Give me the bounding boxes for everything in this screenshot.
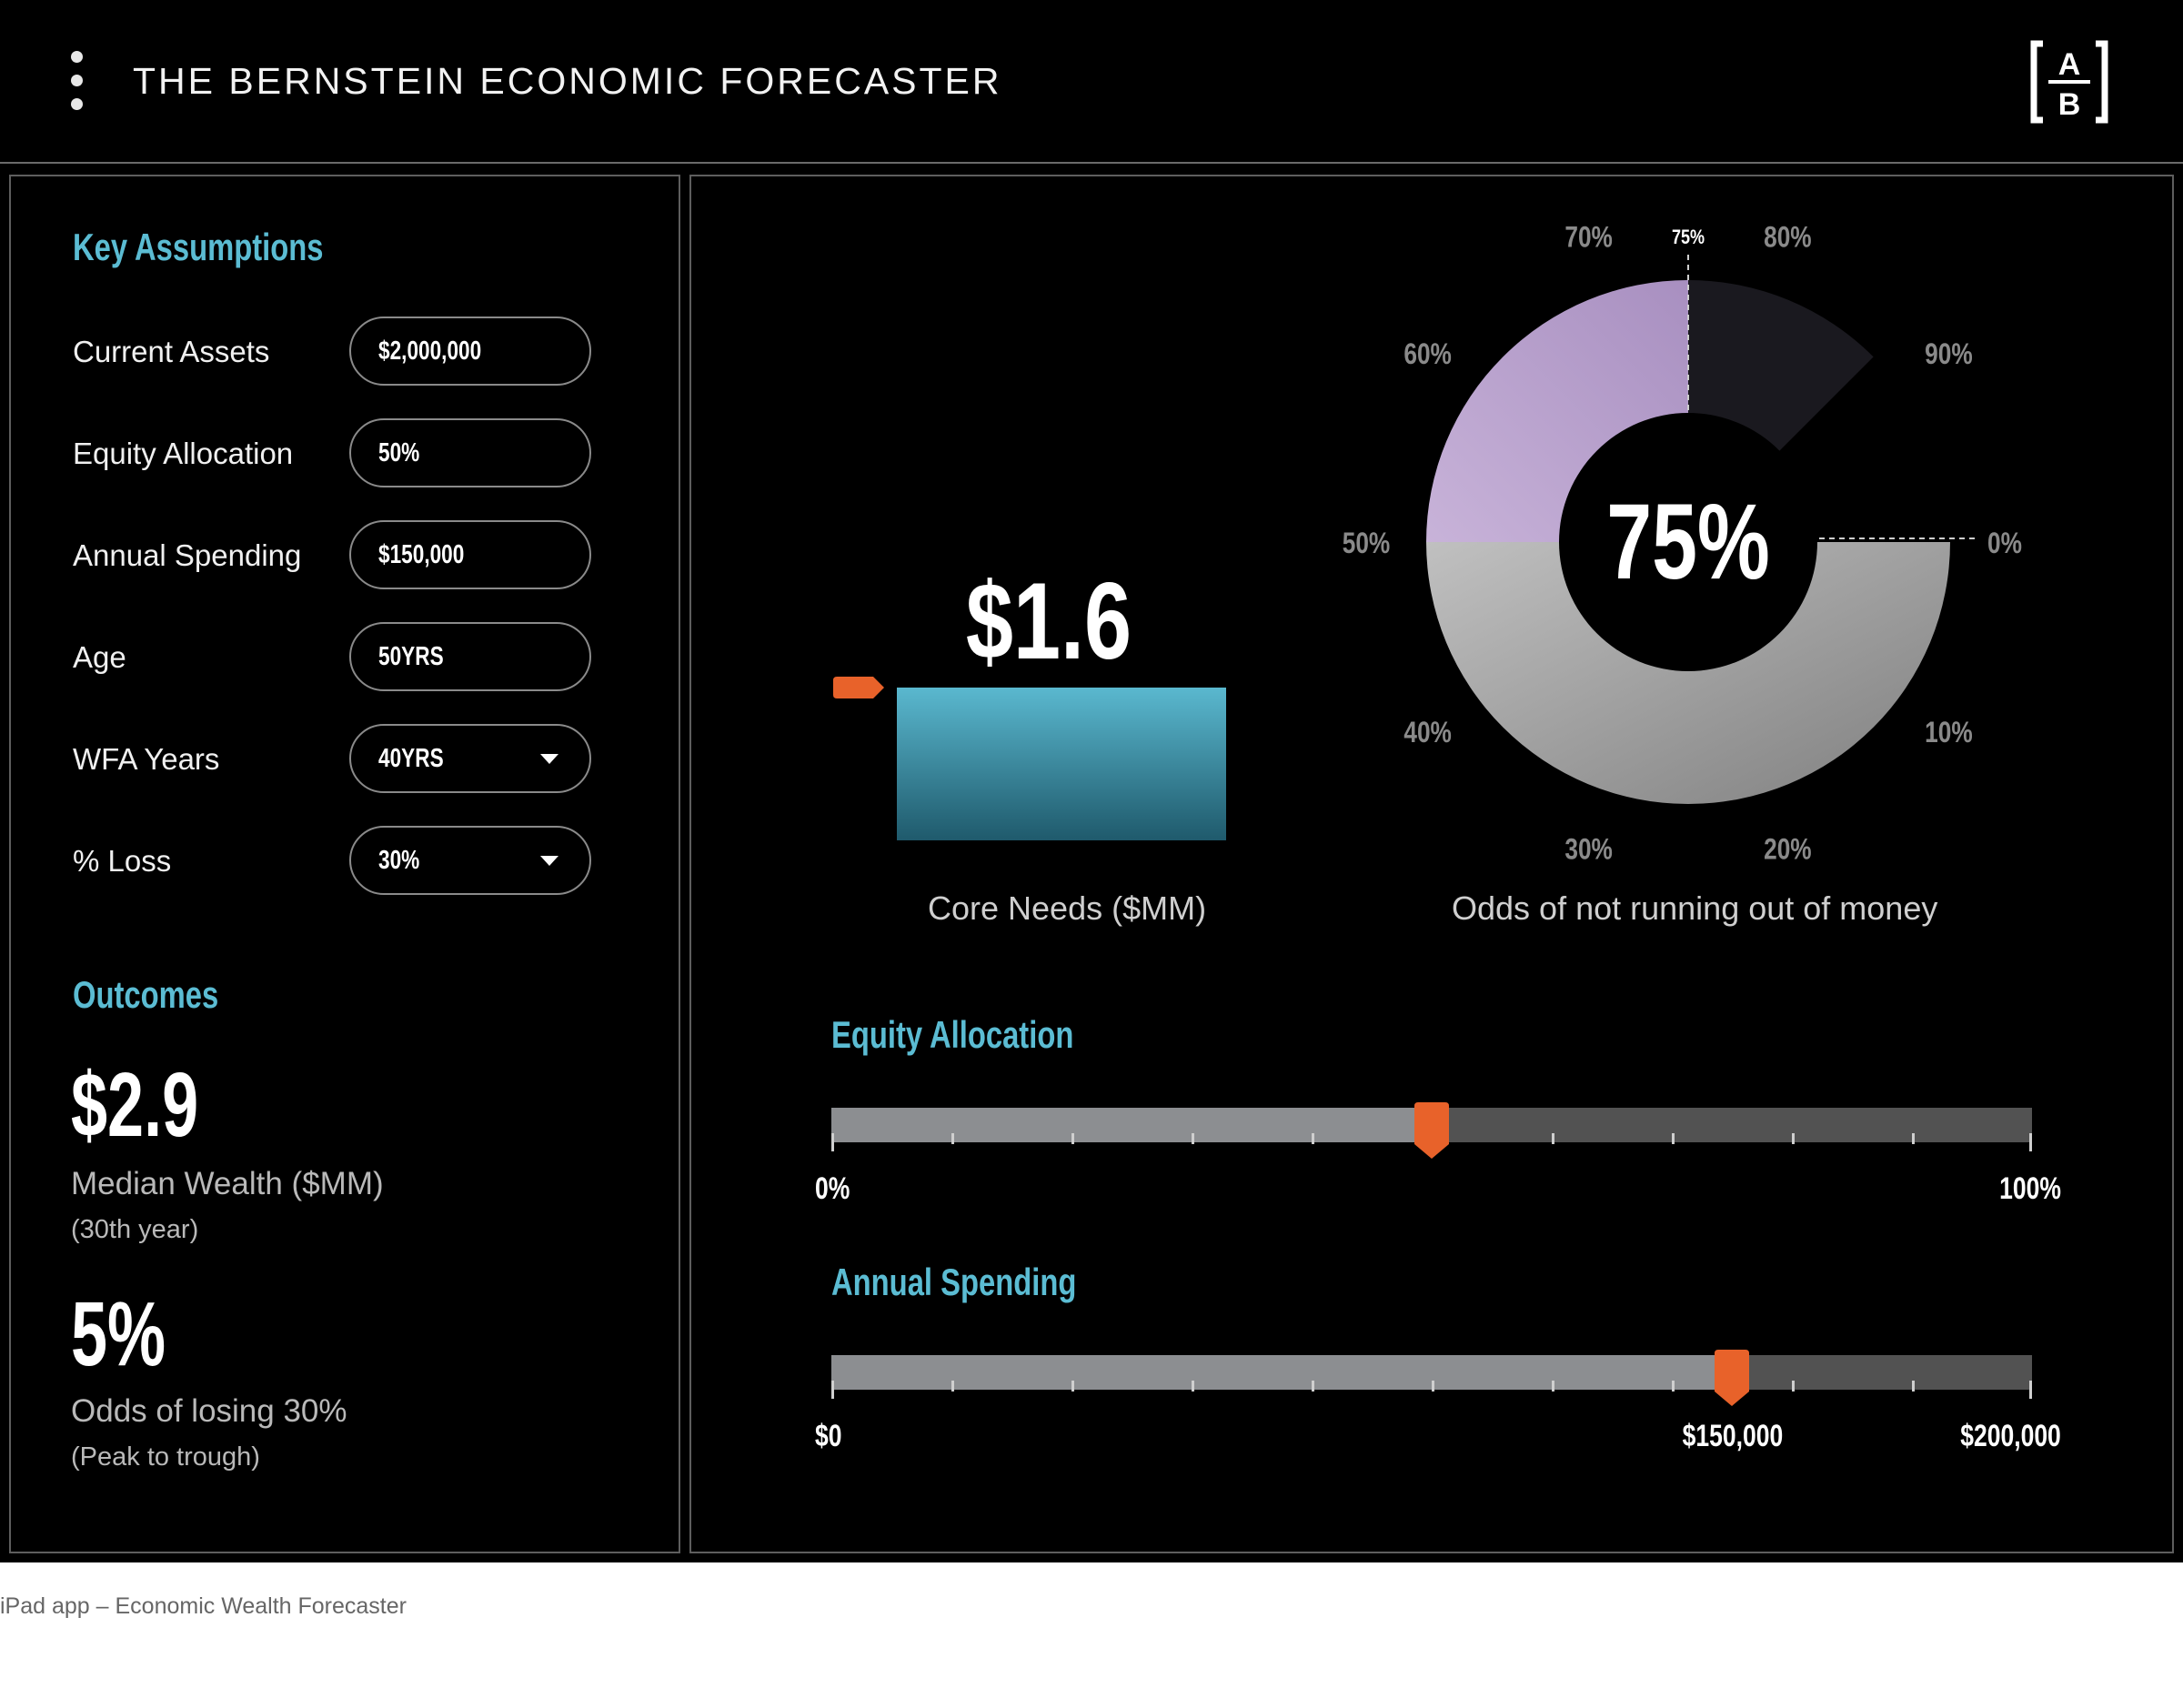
equity-max-label: 100% [1999, 1171, 2061, 1206]
slider-tick [2029, 1381, 2032, 1399]
slider-tick [1192, 1133, 1194, 1144]
wfa-years-label: WFA Years [73, 742, 220, 776]
slider-tick [2029, 1133, 2032, 1151]
spending-slider-thumb[interactable] [1711, 1350, 1753, 1408]
percent-loss-label: % Loss [73, 844, 172, 878]
age-input[interactable]: 50YRS [349, 622, 591, 691]
slider-tick [831, 1133, 834, 1151]
core-needs-caption: Core Needs ($MM) [928, 889, 1207, 927]
slider-tick [1552, 1381, 1554, 1392]
age-label: Age [73, 640, 126, 674]
slider-tick [951, 1133, 954, 1144]
slider-tick [1912, 1133, 1915, 1144]
percent-loss-value: 30% [378, 846, 420, 875]
annual-spending-value: $150,000 [378, 540, 465, 569]
equity-min-label: 0% [815, 1171, 850, 1206]
chevron-down-icon [540, 754, 558, 764]
app-screen: THE BERNSTEIN ECONOMIC FORECASTER A B Ke… [0, 0, 2183, 1562]
menu-icon[interactable] [62, 51, 91, 111]
slider-tick [1912, 1381, 1915, 1392]
key-assumptions-title: Key Assumptions [73, 226, 324, 268]
outcomes-title: Outcomes [73, 973, 219, 1016]
odds-caption: Odds of not running out of money [1452, 889, 1938, 927]
slider-tick [1192, 1381, 1194, 1392]
median-wealth-sublabel: (30th year) [71, 1215, 199, 1244]
current-assets-value: $2,000,000 [378, 337, 482, 366]
loss-odds-sublabel: (Peak to trough) [71, 1442, 260, 1472]
slider-tick [1672, 1133, 1675, 1144]
slider-tick [1432, 1381, 1434, 1392]
equity-allocation-value: 50% [378, 438, 420, 467]
app-title: THE BERNSTEIN ECONOMIC FORECASTER [133, 60, 1002, 102]
footer-caption: iPad app – Economic Wealth Forecaster [0, 1593, 407, 1619]
wfa-years-value: 40YRS [378, 744, 444, 773]
slider-tick [1792, 1381, 1795, 1392]
current-assets-input[interactable]: $2,000,000 [349, 316, 591, 386]
percent-loss-dropdown[interactable]: 30% [349, 826, 591, 895]
wfa-years-dropdown[interactable]: 40YRS [349, 724, 591, 793]
app-header: THE BERNSTEIN ECONOMIC FORECASTER A B [0, 0, 2183, 164]
equity-allocation-input[interactable]: 50% [349, 418, 591, 487]
age-value: 50YRS [378, 642, 444, 671]
visualization-panel [689, 175, 2174, 1553]
spending-slider-track[interactable] [831, 1355, 2032, 1390]
slider-tick [1552, 1133, 1554, 1144]
slider-tick [1071, 1381, 1074, 1392]
annual-spending-input[interactable]: $150,000 [349, 520, 591, 589]
slider-tick [831, 1381, 834, 1399]
logo-letter-b: B [2058, 87, 2081, 122]
logo-letter-a: A [2058, 47, 2081, 82]
slider-tick [1071, 1133, 1074, 1144]
slider-tick [1312, 1133, 1314, 1144]
loss-odds-value: 5% [71, 1283, 166, 1385]
spending-slider-fill [831, 1355, 1732, 1390]
equity-allocation-label: Equity Allocation [73, 437, 294, 470]
equity-slider-fill [831, 1108, 1432, 1142]
spending-min-label: $0 [815, 1419, 842, 1453]
slider-tick [1672, 1381, 1675, 1392]
spending-max-label: $200,000 [1960, 1419, 2061, 1453]
spending-slider-title: Annual Spending [831, 1261, 1077, 1303]
ab-logo: A B [2030, 40, 2108, 124]
median-wealth-label: Median Wealth ($MM) [71, 1166, 384, 1201]
annual-spending-label: Annual Spending [73, 538, 302, 572]
assumptions-panel: Key Assumptions Current Assets $2,000,00… [9, 175, 680, 1553]
equity-slider-thumb[interactable] [1411, 1102, 1453, 1160]
loss-odds-label: Odds of losing 30% [71, 1393, 347, 1429]
median-wealth-value: $2.9 [71, 1054, 199, 1156]
equity-slider-title: Equity Allocation [831, 1013, 1074, 1056]
slider-tick [1312, 1381, 1314, 1392]
slider-tick [1792, 1133, 1795, 1144]
spending-mid-label: $150,000 [1682, 1419, 1784, 1453]
chevron-down-icon [540, 856, 558, 866]
slider-tick [951, 1381, 954, 1392]
current-assets-label: Current Assets [73, 335, 270, 368]
